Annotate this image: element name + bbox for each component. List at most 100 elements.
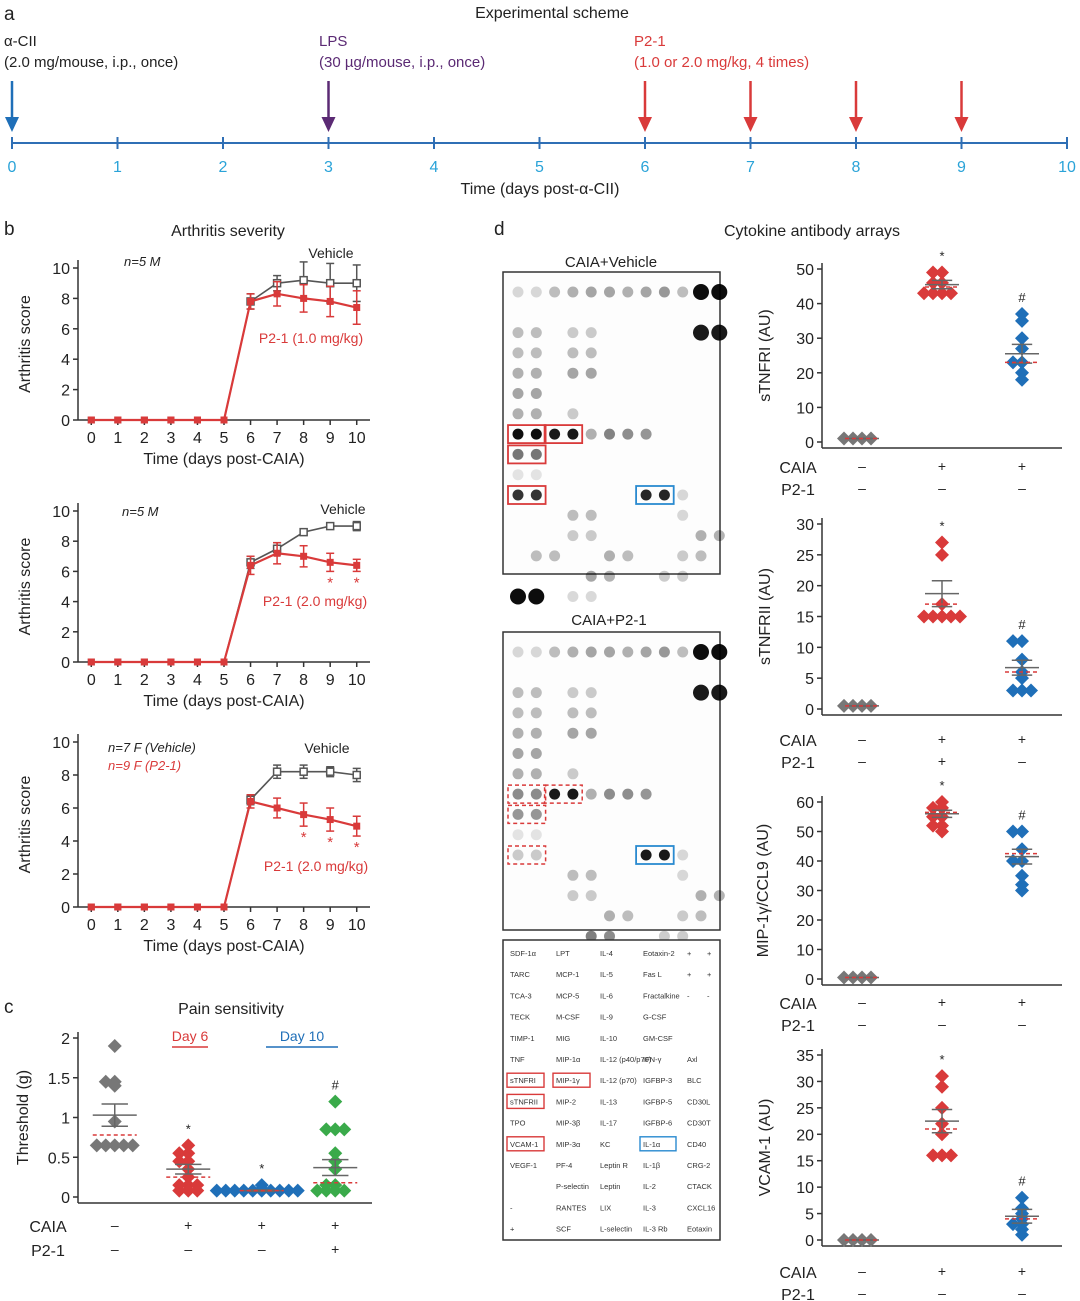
array-spot	[622, 788, 634, 800]
data-point	[935, 1079, 949, 1094]
y-axis-label: VCAM-1 (AU)	[757, 1099, 774, 1197]
legend-cell: IFN-γ	[643, 1055, 662, 1064]
group-1: * + –	[925, 1052, 959, 1301]
x-tick-label: 4	[193, 917, 202, 934]
array-spot	[585, 428, 597, 440]
legend-cell: -	[687, 991, 690, 1000]
y-tick-label: 0	[805, 972, 814, 989]
array-spot	[677, 869, 689, 881]
array-spot	[585, 890, 597, 902]
series-line	[91, 292, 357, 422]
data-point	[1015, 313, 1029, 328]
panel-d-title: Cytokine antibody arrays	[724, 223, 900, 240]
y-tick-label: 0	[805, 1233, 814, 1250]
p21-sign: –	[858, 1016, 866, 1032]
array-spot	[567, 591, 579, 602]
data-point	[310, 1183, 325, 1198]
array-spot	[567, 646, 579, 658]
y-axis-label: sTNFRII (AU)	[757, 568, 774, 665]
highlight-box-red	[507, 424, 547, 445]
legend-cell: MIG	[556, 1034, 570, 1043]
x-tick-label: 9	[326, 430, 335, 447]
caia-sign: +	[1018, 731, 1026, 747]
array-spot	[567, 707, 579, 719]
array-spot	[530, 646, 542, 658]
array-spot	[512, 448, 524, 460]
lps-arrow-head	[321, 117, 336, 132]
significance-mark: #	[1018, 290, 1026, 305]
data-point	[328, 1094, 343, 1109]
array-spot	[677, 930, 689, 942]
data-point	[837, 698, 851, 713]
y-tick-label: 0	[61, 900, 70, 917]
significance-mark: *	[354, 839, 360, 856]
array-spot	[585, 930, 597, 942]
data-point	[1015, 868, 1029, 883]
array-spot	[677, 509, 689, 521]
x-tick-label: 2	[140, 672, 149, 689]
timeline-tick-label: 7	[746, 159, 755, 176]
y-tick-label: 40	[796, 297, 814, 314]
legend-cell: -	[707, 991, 710, 1000]
series-line	[91, 770, 357, 908]
x-tick-label: 8	[299, 430, 308, 447]
array-spot	[711, 284, 728, 300]
legend-cell: MIP-1γ	[556, 1076, 580, 1085]
array-spot	[530, 347, 542, 359]
data-point	[837, 970, 851, 985]
data-point	[299, 527, 308, 537]
y-tick-label: 50	[796, 825, 814, 842]
data-point	[209, 1183, 224, 1198]
array-spot	[512, 367, 524, 379]
array-spot	[512, 748, 524, 759]
y-tick-label: 1	[61, 1111, 70, 1128]
x-tick-label: 5	[220, 430, 229, 447]
highlight-box-red	[543, 424, 584, 445]
array-spot	[530, 367, 542, 379]
x-tick-label: 5	[220, 672, 229, 689]
legend-cell: +	[510, 1225, 515, 1234]
array-spot	[530, 727, 542, 739]
legend-cell: IL-1α	[643, 1140, 661, 1149]
array-spot	[658, 570, 670, 582]
vehicle-label: Vehicle	[308, 245, 353, 261]
x-tick-label: 0	[87, 672, 96, 689]
data-point	[935, 535, 949, 550]
data-point	[1015, 1227, 1029, 1242]
y-tick-label: 4	[61, 834, 70, 851]
caia-sign: –	[858, 731, 866, 747]
legend-cell: TPO	[510, 1119, 526, 1128]
y-tick-label: 20	[796, 913, 814, 930]
array-spot	[658, 930, 670, 942]
group-1: * + –	[917, 248, 959, 496]
p21-detail: (1.0 or 2.0 mg/kg, 4 times)	[634, 54, 809, 71]
y-tick-label: 60	[796, 795, 814, 812]
array-spot	[567, 347, 579, 359]
array-spot	[549, 646, 561, 658]
data-point	[299, 767, 308, 776]
array-spot	[585, 367, 597, 379]
legend-cell: IGFBP-5	[643, 1097, 672, 1106]
group-0: ––	[837, 431, 879, 496]
y-tick-label: 20	[796, 366, 814, 383]
array-spot	[567, 286, 579, 298]
array-spot	[530, 808, 542, 820]
y-tick-label: 0	[61, 1190, 70, 1207]
caia-row-label: CAIA	[779, 1265, 817, 1282]
data-point	[325, 521, 335, 531]
cii-arrow-head	[5, 117, 19, 132]
y-tick-label: 30	[796, 331, 814, 348]
x-tick-label: 6	[246, 672, 255, 689]
array-spot	[585, 788, 597, 800]
data-point	[328, 1183, 343, 1198]
legend-cell: sTNFRI	[510, 1076, 536, 1085]
data-point	[1015, 883, 1029, 898]
timeline-tick-label: 1	[113, 159, 122, 176]
array-spot	[713, 890, 725, 902]
significance-mark: *	[301, 829, 307, 846]
legend-cell: CD40	[687, 1140, 706, 1149]
array-spot	[604, 930, 615, 942]
x-tick-label: 2	[140, 430, 149, 447]
